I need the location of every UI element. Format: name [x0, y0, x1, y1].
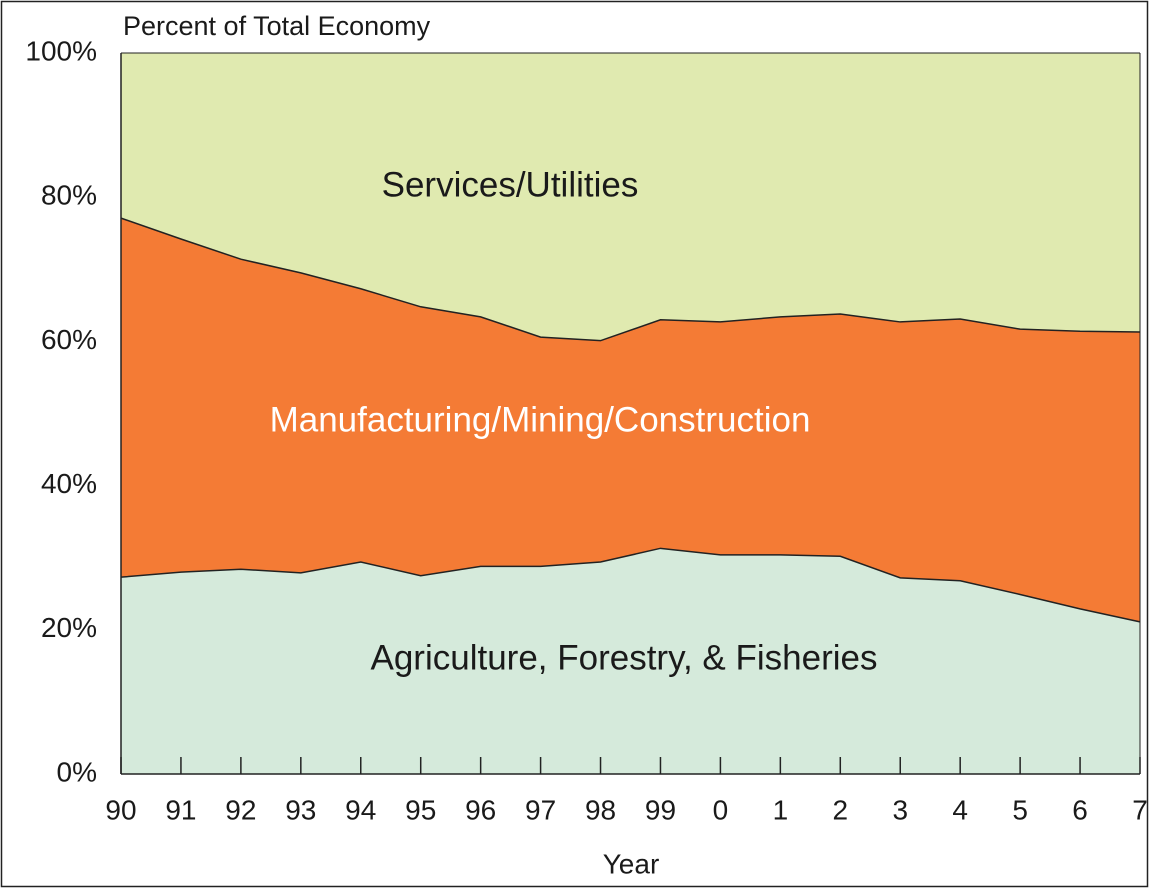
y-tick-label: 20% — [41, 612, 97, 643]
series-label: Agriculture, Forestry, & Fisheries — [371, 638, 878, 677]
y-tick-label: 40% — [41, 468, 97, 499]
x-tick-label: 2 — [833, 794, 849, 825]
x-tick-label: 93 — [285, 794, 316, 825]
series-label: Services/Utilities — [382, 165, 639, 204]
y-tick-label: 100% — [25, 35, 97, 66]
x-axis-label: Year — [603, 848, 660, 879]
x-tick-label: 6 — [1072, 794, 1088, 825]
y-tick-label: 80% — [41, 180, 97, 211]
x-tick-label: 92 — [225, 794, 256, 825]
x-tick-label: 7 — [1132, 794, 1148, 825]
x-tick-label: 97 — [525, 794, 556, 825]
chart-title: Percent of Total Economy — [123, 11, 431, 41]
x-tick-label: 4 — [952, 794, 968, 825]
area — [121, 218, 1140, 622]
x-tick-label: 91 — [165, 794, 196, 825]
x-tick-label: 99 — [645, 794, 676, 825]
area — [121, 53, 1140, 341]
x-tick-label: 3 — [892, 794, 908, 825]
x-tick-label: 1 — [773, 794, 789, 825]
y-tick-label: 60% — [41, 324, 97, 355]
x-tick-label: 98 — [585, 794, 616, 825]
area-boundary — [120, 547, 1141, 623]
x-tick-label: 0 — [713, 794, 729, 825]
area — [121, 548, 1140, 774]
x-tick-label: 94 — [345, 794, 376, 825]
x-tick-label: 5 — [1012, 794, 1028, 825]
x-tick-label: 96 — [465, 794, 496, 825]
x-tick-label: 95 — [405, 794, 436, 825]
area-boundary — [120, 217, 1141, 342]
x-tick-label: 90 — [105, 794, 136, 825]
y-tick-label: 0% — [57, 756, 97, 787]
series-label: Manufacturing/Mining/Construction — [270, 400, 811, 439]
